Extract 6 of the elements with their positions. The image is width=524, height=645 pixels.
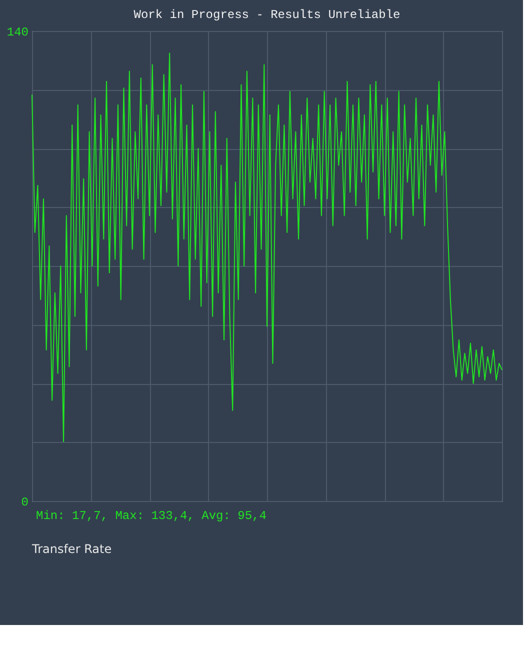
text: Min: 17,7, Max: 133,4, Avg: 95,4	[36, 509, 266, 523]
y-tick-label: 140	[6, 26, 28, 40]
chart-title: Work in Progress - Results Unreliable	[134, 8, 400, 22]
line-series	[32, 52, 502, 442]
y-tick-label: 0	[21, 496, 28, 510]
text: Transfer Rate	[31, 542, 112, 556]
